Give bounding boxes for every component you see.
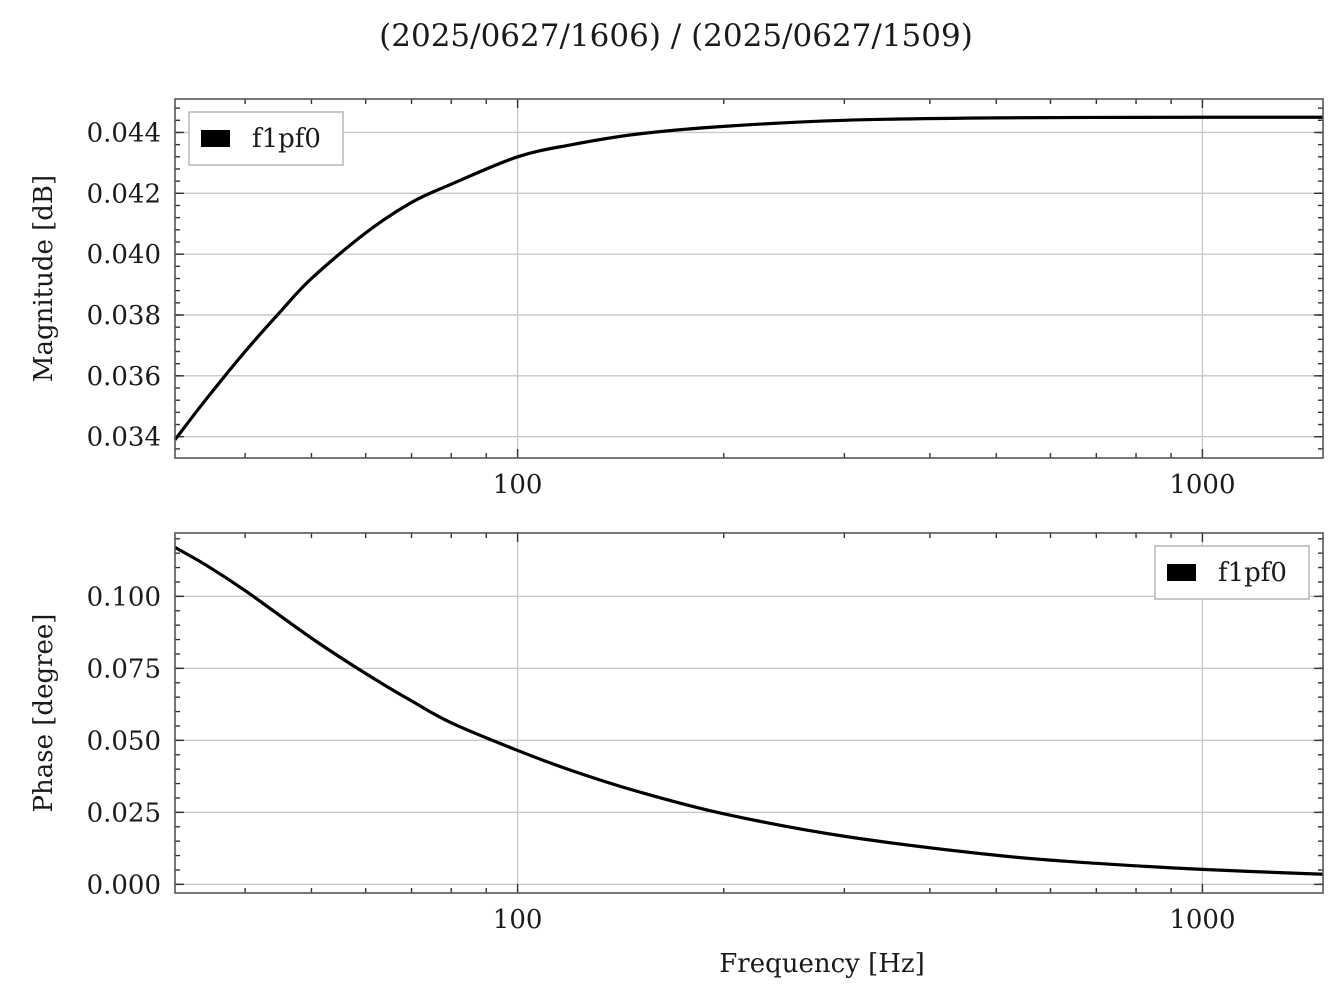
magnitude-y-tick-label: 0.034 — [87, 423, 161, 453]
phase-legend-label: f1pf0 — [1218, 558, 1287, 588]
phase-y-axis-label: Phase [degree] — [29, 614, 59, 813]
magnitude-y-tick-label: 0.038 — [87, 301, 161, 331]
phase-y-tick-label: 0.025 — [87, 798, 161, 828]
magnitude-axes-frame — [174, 98, 1324, 459]
magnitude-x-tick-label: 100 — [493, 470, 543, 500]
magnitude-y-tick-label: 0.042 — [87, 179, 161, 209]
phase-legend: f1pf0 — [1154, 545, 1310, 600]
magnitude-y-tick-label: 0.044 — [87, 118, 161, 148]
magnitude-y-tick-label: 0.036 — [87, 362, 161, 392]
phase-y-tick-label: 0.000 — [87, 870, 161, 900]
phase-series-line-f1pf0 — [174, 546, 1324, 876]
magnitude-x-tick-label: 1000 — [1169, 470, 1235, 500]
phase-y-tick-label: 0.075 — [87, 654, 161, 684]
magnitude-y-axis-label: Magnitude [dB] — [29, 175, 59, 382]
phase-x-tick-label: 100 — [493, 905, 543, 935]
magnitude-legend-swatch — [201, 130, 230, 147]
magnitude-legend: f1pf0 — [188, 111, 344, 166]
magnitude-series-line-f1pf0 — [173, 115, 1324, 441]
phase-legend-swatch — [1167, 564, 1196, 581]
magnitude-legend-label: f1pf0 — [252, 124, 321, 154]
phase-y-tick-label: 0.050 — [87, 726, 161, 756]
magnitude-plot: 100 1000 0.034 0.036 0.038 0.040 0.042 0.044 Mag… — [29, 98, 1324, 500]
figure-title: (2025/0627/1606) / (2025/0627/1509) — [379, 18, 973, 54]
phase-x-axis-label: Frequency [Hz] — [719, 949, 925, 979]
phase-y-tick-label: 0.100 — [87, 582, 161, 612]
phase-axes-frame — [174, 532, 1324, 894]
phase-x-tick-label: 1000 — [1169, 905, 1235, 935]
phase-plot: 100 1000 0.000 0.025 0.050 0.075 0.100 Phase [d… — [29, 532, 1324, 979]
magnitude-y-tick-label: 0.040 — [87, 240, 161, 270]
